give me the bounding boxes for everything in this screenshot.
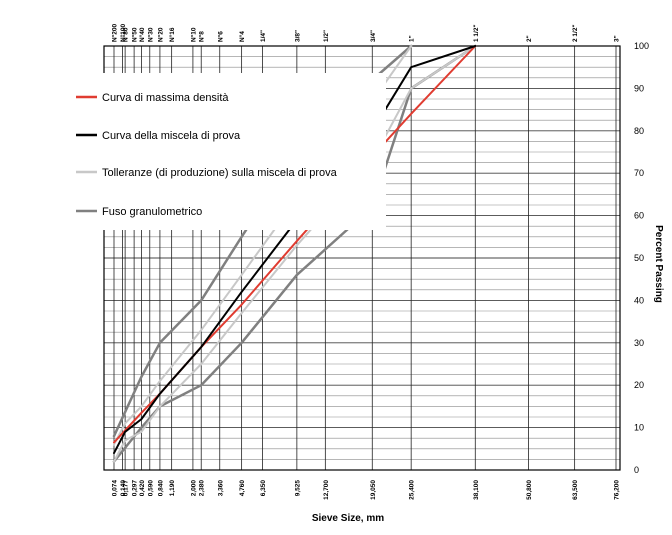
y-tick-label: 10 xyxy=(634,423,644,433)
legend-box xyxy=(56,73,386,230)
legend: Curva di massima densità Curva della misc… xyxy=(56,73,386,230)
legend-entry: Tolleranze (di produzione) sulla miscela… xyxy=(102,167,338,179)
top-sieve-label: N°200 xyxy=(111,23,119,42)
top-sieve-label: N°40 xyxy=(138,27,146,42)
bottom-size-label: 0,149 xyxy=(120,480,127,497)
y-tick-label: 60 xyxy=(634,211,644,221)
bottom-size-label: 1,190 xyxy=(169,480,176,497)
series-line xyxy=(113,45,477,444)
bottom-size-label: 50,800 xyxy=(526,480,533,500)
top-sieve-label: N°10 xyxy=(189,27,197,42)
plot-frame xyxy=(103,45,621,471)
bottom-size-label: 12,700 xyxy=(323,480,330,500)
legend-entry: Fuso granulometrico xyxy=(102,206,202,218)
y-tick-label: 20 xyxy=(634,380,644,390)
bottom-size-label: 2,380 xyxy=(199,480,206,497)
bottom-size-label: 0,590 xyxy=(147,480,154,497)
bottom-size-label: 9,525 xyxy=(294,480,301,497)
top-sieve-label: 2" xyxy=(526,35,533,42)
top-sieve-label: 1" xyxy=(409,35,416,42)
top-sieve-label: 3/4" xyxy=(370,30,377,42)
y-tick-label: 90 xyxy=(634,83,644,93)
bottom-size-label: 19,050 xyxy=(370,480,377,500)
top-sieve-label: N°30 xyxy=(146,27,154,42)
y-tick-label: 0 xyxy=(634,465,639,475)
bottom-size-label: 0,074 xyxy=(112,480,119,497)
y-axis-label: Percent Passing xyxy=(653,225,664,303)
y-tick-label: 100 xyxy=(634,41,649,51)
bottom-size-label: 25,400 xyxy=(409,480,416,500)
y-tick-label: 50 xyxy=(634,253,644,263)
top-sieve-label: 1 1/2" xyxy=(473,24,480,42)
top-sieve-label: N°50 xyxy=(131,27,139,42)
top-sieve-label: N°4 xyxy=(238,31,246,42)
legend-entry: Curva di massima densità xyxy=(102,92,229,104)
bottom-size-label: 4,760 xyxy=(239,480,246,497)
bottom-size-label: 63,500 xyxy=(572,480,579,500)
top-sieve-label: N°16 xyxy=(168,27,176,42)
bottom-size-label: 0,177 xyxy=(123,480,130,497)
y-tick-label: 30 xyxy=(634,338,644,348)
y-tick-label: 80 xyxy=(634,126,644,136)
bottom-size-label: 6,350 xyxy=(260,480,267,497)
bottom-size-label: 0,420 xyxy=(139,480,146,497)
top-sieve-label: 3/8" xyxy=(294,30,301,42)
x-axis-label: Sieve Size, mm xyxy=(312,513,384,524)
top-sieve-label: N°20 xyxy=(156,27,164,42)
y-tick-label: 40 xyxy=(634,295,644,305)
series-line xyxy=(113,45,477,455)
top-sieve-label: N°6 xyxy=(216,31,224,42)
top-sieve-label: 1/2" xyxy=(323,30,330,42)
y-tick-label: 70 xyxy=(634,168,644,178)
bottom-size-label: 0,297 xyxy=(132,480,139,497)
top-sieve-label: 3" xyxy=(614,35,621,42)
bottom-size-label: 38,100 xyxy=(473,480,480,500)
top-sieve-label: 2 1/2" xyxy=(572,24,579,42)
bottom-size-label: 3,360 xyxy=(217,480,224,497)
top-sieve-label: N°8 xyxy=(198,31,206,42)
top-sieve-label: 1/4" xyxy=(260,30,267,42)
series-line xyxy=(113,45,477,463)
bottom-size-label: 2,000 xyxy=(190,480,197,497)
legend-entry: Curva della miscela di prova xyxy=(102,130,241,142)
top-sieve-label: N°100 xyxy=(119,23,127,42)
top-sieve-label: N°80 xyxy=(122,27,130,42)
bottom-size-label: 76,200 xyxy=(614,480,621,500)
y-tick-labels: 0 10 20 30 40 50 60 70 80 90 100 xyxy=(634,41,649,475)
bottom-size-label: 0,840 xyxy=(157,480,164,497)
